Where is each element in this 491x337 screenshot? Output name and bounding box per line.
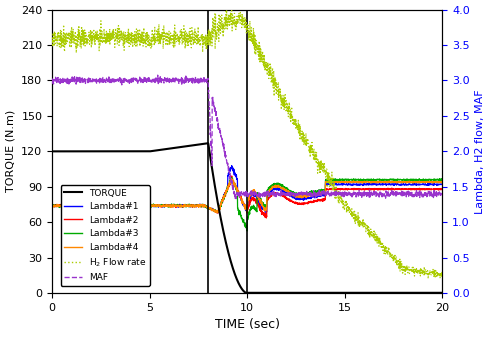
Y-axis label: Lambda, H2 flow, MAF: Lambda, H2 flow, MAF (475, 89, 486, 214)
X-axis label: TIME (sec): TIME (sec) (215, 318, 280, 332)
Legend: TORQUE, Lambda#1, Lambda#2, Lambda#3, Lambda#4, H$_2$ Flow rate, MAF: TORQUE, Lambda#1, Lambda#2, Lambda#3, La… (60, 185, 150, 286)
Y-axis label: TORQUE (N.m): TORQUE (N.m) (5, 110, 16, 192)
